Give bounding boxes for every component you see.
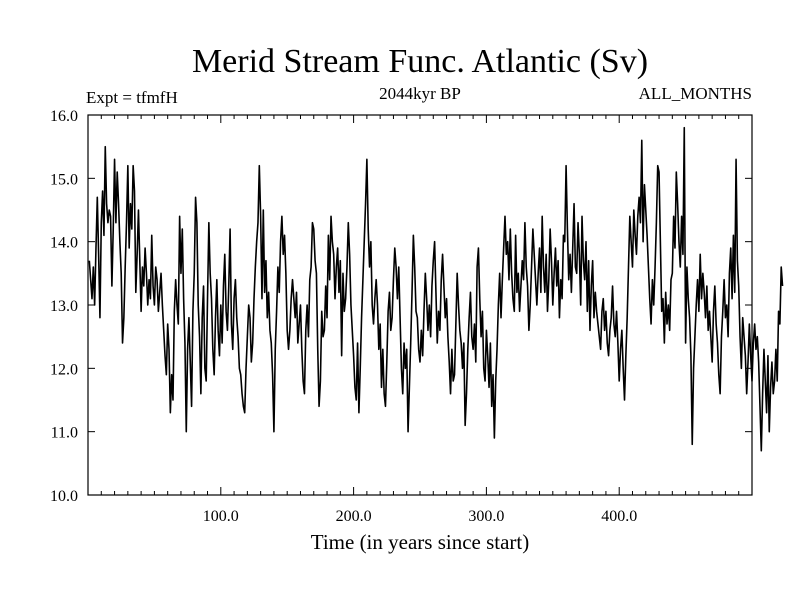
x-axis: 100.0 200.0 300.0 400.0 [100, 115, 740, 525]
series-line [88, 126, 784, 452]
x-axis-label: Time (in years since start) [311, 530, 530, 554]
period-label: 2044kyr BP [379, 84, 461, 103]
x-tick-label: 100.0 [203, 508, 239, 525]
x-tick-label: 300.0 [468, 508, 504, 525]
y-tick-label: 12.0 [50, 361, 78, 378]
chart-title: Merid Stream Func. Atlantic (Sv) [192, 43, 648, 80]
y-tick-label: 16.0 [50, 108, 78, 125]
x-tick-label: 400.0 [601, 508, 637, 525]
y-tick-label: 15.0 [50, 171, 78, 188]
y-tick-label: 13.0 [50, 298, 78, 315]
y-axis: 10.0 11.0 12.0 13.0 14.0 15.0 16.0 [50, 108, 752, 505]
x-tick-label: 200.0 [336, 508, 372, 525]
months-label: ALL_MONTHS [639, 84, 752, 103]
y-tick-label: 14.0 [50, 235, 78, 252]
y-tick-label: 10.0 [50, 488, 78, 505]
experiment-label: Expt = tfmfH [86, 88, 178, 107]
y-tick-label: 11.0 [51, 425, 78, 442]
